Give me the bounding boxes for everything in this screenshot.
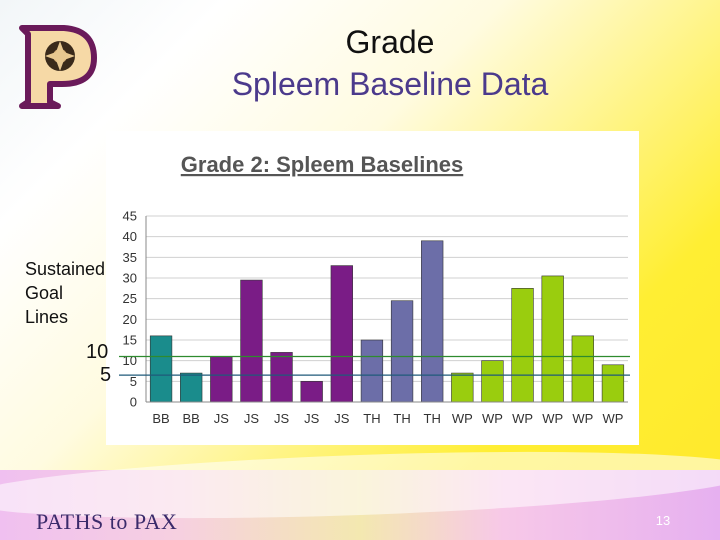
x-tick-label: BB — [183, 411, 200, 426]
chart-title: Grade 2: Spleem Baselines — [181, 152, 463, 177]
footer-brand: PATHS to PAX — [36, 509, 178, 534]
y-tick-label: 5 — [130, 374, 137, 389]
y-tick-label: 25 — [123, 291, 137, 306]
bar-chart: Grade 2: Spleem Baselines 0 5 10 15 20 25 30 35 4… — [119, 152, 630, 426]
side-label-line-3: Lines — [25, 307, 69, 327]
bar — [360, 339, 384, 403]
bar — [180, 372, 203, 403]
page-number: 13 — [655, 513, 671, 528]
y-tick-label: 40 — [123, 229, 137, 244]
x-tick-label: TH — [424, 411, 441, 426]
chart-card: Grade 2: Spleem Baselines 0 5 10 15 20 25 30 35 4… — [106, 131, 639, 445]
y-tick-label: 35 — [123, 250, 137, 265]
bar — [571, 335, 594, 403]
bar — [541, 275, 564, 403]
x-tick-label: JS — [304, 411, 320, 426]
x-tick-label: WP — [542, 411, 563, 426]
slide-subtitle: Spleem Baseline Data — [231, 66, 549, 102]
bar — [149, 335, 173, 403]
bar — [421, 240, 444, 403]
bar — [330, 265, 353, 403]
x-tick-label: JS — [244, 411, 260, 426]
y-tick-label: 20 — [123, 312, 137, 327]
bar — [240, 279, 263, 403]
x-tick-label: WP — [512, 411, 533, 426]
bar — [270, 352, 293, 403]
goal-line-label-10: 10 — [86, 341, 109, 363]
y-tick-label: 30 — [123, 271, 137, 286]
bar — [300, 381, 323, 403]
y-tick-label: 45 — [123, 209, 137, 224]
bar — [481, 360, 504, 403]
side-label-line-1: Sustained — [25, 259, 106, 279]
x-tick-label: WP — [572, 411, 593, 426]
y-tick-label: 15 — [123, 333, 137, 348]
bar — [601, 364, 625, 403]
bar — [210, 356, 233, 403]
x-tick-label: TH — [393, 411, 410, 426]
x-tick-label: WP — [452, 411, 473, 426]
side-label-line-2: Goal — [25, 283, 64, 303]
x-tick-label: JS — [214, 411, 230, 426]
y-tick-label: 0 — [130, 395, 137, 410]
goal-line-label-5: 5 — [100, 364, 112, 386]
x-tick-label: JS — [334, 411, 350, 426]
x-tick-label: WP — [482, 411, 503, 426]
x-tick-label: JS — [274, 411, 290, 426]
x-tick-label: TH — [363, 411, 380, 426]
slide-title: Grade — [345, 24, 435, 60]
x-tick-label: WP — [602, 411, 623, 426]
y-tick-label: 10 — [123, 353, 137, 368]
paths-logo-icon — [19, 25, 97, 109]
bar — [390, 300, 414, 403]
x-tick-label: BB — [152, 411, 169, 426]
sustained-goal-lines-label: Sustained Goal Lines — [25, 257, 105, 329]
bar — [511, 288, 534, 403]
bar — [451, 372, 474, 403]
